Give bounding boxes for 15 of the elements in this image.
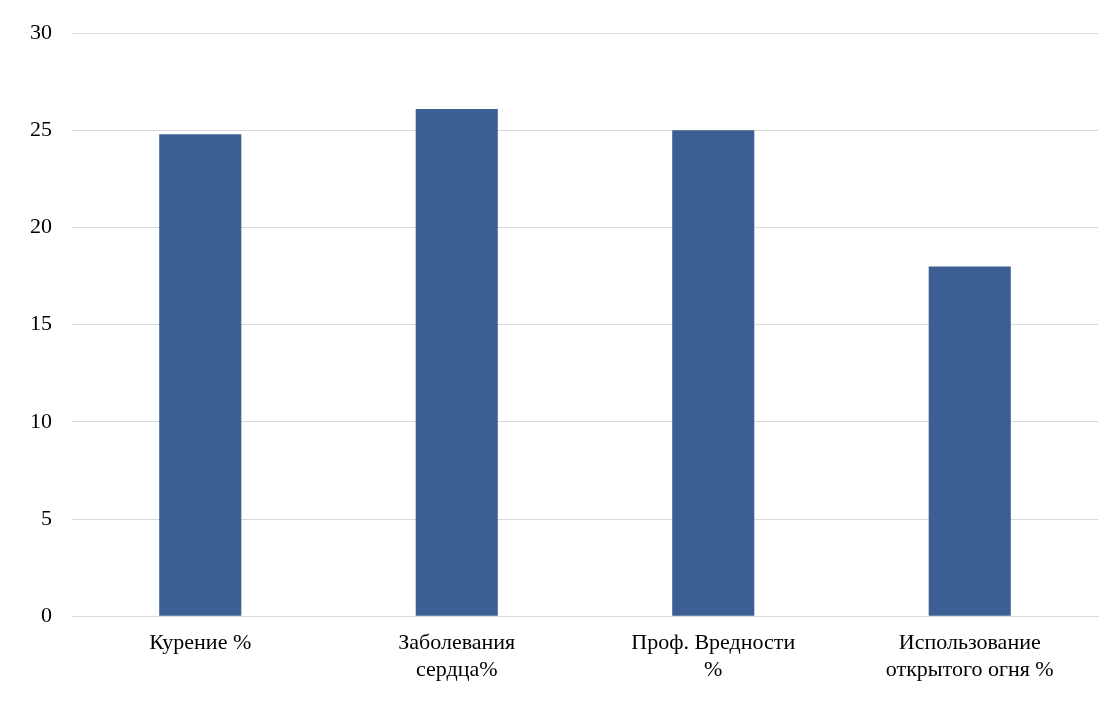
y-tick-label: 0 (41, 601, 52, 627)
x-tick-label: Проф. Вредности % (631, 629, 796, 681)
y-tick-label: 15 (30, 310, 52, 336)
bar (415, 108, 498, 616)
y-tick-label: 30 (30, 18, 52, 44)
y-tick-label: 10 (30, 407, 52, 433)
x-tick-label: Заболевания сердца% (398, 629, 516, 681)
y-tick-label: 20 (30, 213, 52, 239)
x-tick-label: Курение % (149, 629, 252, 655)
bar (928, 266, 1011, 616)
y-tick-label: 5 (41, 504, 52, 530)
bar (159, 134, 242, 616)
bar (672, 130, 755, 616)
x-tick-label: Использование открытого огня % (885, 629, 1054, 681)
y-tick-label: 25 (30, 116, 52, 142)
